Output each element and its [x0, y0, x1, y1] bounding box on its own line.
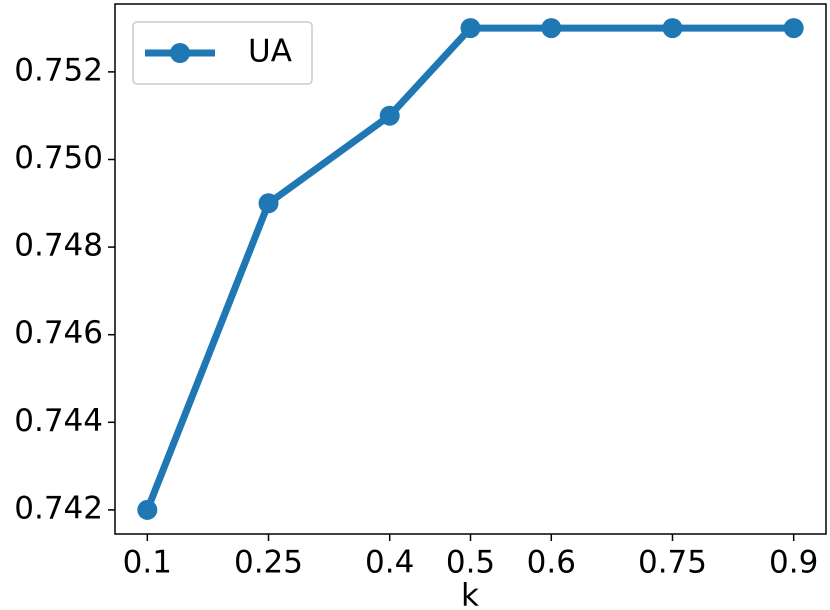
x-tick-label: 0.4 — [365, 545, 414, 581]
marker — [258, 193, 279, 214]
marker — [783, 18, 804, 39]
marker — [460, 18, 481, 39]
y-tick-label: 0.744 — [14, 403, 103, 439]
line — [144, 24, 794, 512]
x-tick-label: 0.6 — [527, 545, 576, 581]
marker — [662, 18, 683, 39]
x-tick-label: 0.25 — [234, 545, 303, 581]
y-tick-label: 0.750 — [14, 140, 103, 176]
x-tick-label: 0.1 — [123, 545, 172, 581]
marker — [137, 499, 158, 520]
y-tick-label: 0.748 — [14, 228, 103, 264]
x-axis-label: k — [461, 578, 479, 610]
marker — [379, 105, 400, 126]
y-tick-label: 0.742 — [14, 490, 103, 526]
legend-box — [132, 21, 313, 85]
x-tick-label: 0.5 — [446, 545, 495, 581]
legend-marker — [170, 43, 190, 63]
marker — [541, 18, 562, 39]
plot-frame — [114, 3, 827, 535]
y-tick-label: 0.752 — [14, 52, 103, 88]
x-tick-label: 0.9 — [769, 545, 818, 581]
legend-label: UA — [248, 34, 292, 70]
y-tick-label: 0.746 — [14, 315, 103, 351]
x-tick-label: 0.75 — [638, 545, 707, 581]
